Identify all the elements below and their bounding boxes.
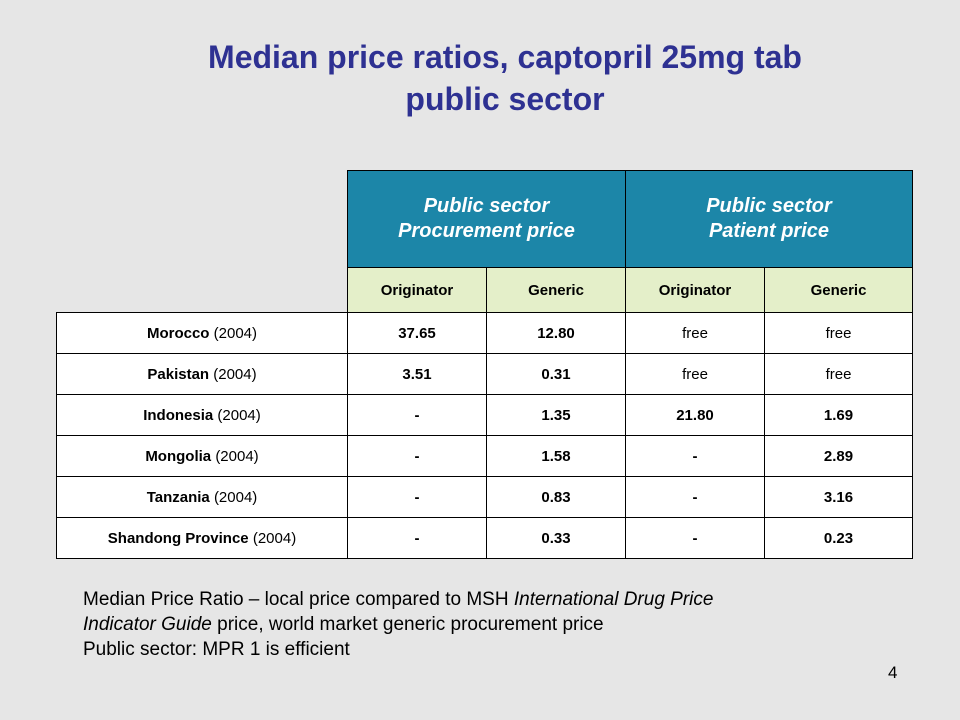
country-name: Morocco (146, 324, 210, 342)
table-body: Morocco (2004) 37.65 12.80 free free Pakistan… (56, 312, 913, 559)
value-cell: 3.16 (764, 476, 913, 518)
footnote-line1: Median Price Ratio – local price compare… (83, 587, 913, 612)
value-cell: 0.23 (764, 517, 913, 559)
table-row: Tanzania (2004) -0.83-3.16 (56, 476, 913, 518)
value-cell: 3.51 (347, 353, 487, 395)
slide-title: Median price ratios, captopril 25mg tab … (100, 36, 910, 120)
value-cell: 0.83 (486, 476, 626, 518)
table-row: Pakistan (2004) 3.51 0.31 free free (56, 353, 913, 395)
country-name: Pakistan (147, 365, 210, 383)
slide-title-line1: Median price ratios, captopril 25mg tab (208, 39, 802, 75)
value-cell: - (347, 435, 487, 477)
footnote-line2-italic: Indicator Guide (83, 614, 212, 635)
table-row: Mongolia (2004) -1.58-2.89 (56, 435, 913, 477)
country-year: (2004) (252, 529, 297, 547)
table-row: Morocco (2004) 37.65 12.80 free free (56, 312, 913, 354)
table-row: Indonesia (2004) -1.35 21.80 1.69 (56, 394, 913, 436)
subheader-originator: Originator (347, 267, 487, 313)
footnote-line3: Public sector: MPR 1 is efficient (83, 639, 350, 660)
value-cell: 21.80 (625, 394, 765, 436)
footnote-line2-text: price, world market generic procurement … (211, 614, 604, 635)
group-header-patient-line2: Patient price (708, 220, 830, 242)
country-year: (2004) (215, 447, 259, 465)
group-header-patient: Public sector Patient price (625, 170, 913, 268)
footnote: Median Price Ratio – local price compare… (83, 587, 913, 662)
subheader-originator: Originator (625, 267, 765, 313)
footnote-line2: Indicator Guide price, world market gene… (83, 612, 913, 637)
value-cell: - (347, 517, 487, 559)
value-cell: free (764, 312, 913, 354)
value-cell: 12.80 (486, 312, 626, 354)
group-header-procurement-line1: Public sector (423, 195, 550, 217)
group-header-row: Public sector Procurement price Public s… (57, 170, 913, 268)
value-cell: 37.65 (347, 312, 487, 354)
slide-title-line2: public sector (405, 81, 605, 117)
country-name: Mongolia (145, 447, 212, 465)
value-cell: 0.33 (486, 517, 626, 559)
subheader-generic: Generic (486, 267, 626, 313)
country-cell: Shandong Province (2004) (56, 517, 348, 559)
value-cell: - (347, 476, 487, 518)
group-header-procurement-line2: Procurement price (398, 220, 575, 242)
country-cell: Tanzania (2004) (56, 476, 348, 518)
price-ratio-table: Public sector Procurement price Public s… (56, 170, 913, 559)
footnote-line1-text: Median Price Ratio – local price compare… (83, 589, 514, 610)
value-cell: 1.35 (486, 394, 626, 436)
page-number: 4 (888, 663, 898, 682)
group-header-procurement: Public sector Procurement price (347, 170, 626, 268)
table-row: Shandong Province (2004) -0.33-0.23 (56, 517, 913, 559)
value-cell: free (764, 353, 913, 395)
country-name: Shandong Province (107, 529, 249, 547)
value-cell: 0.31 (486, 353, 626, 395)
header-corner-blank (57, 171, 348, 268)
value-cell: - (625, 435, 765, 477)
value-cell: 1.58 (486, 435, 626, 477)
group-header-patient-line1: Public sector (706, 195, 832, 217)
country-cell: Indonesia (2004) (56, 394, 348, 436)
country-name: Tanzania (146, 488, 210, 506)
country-year: (2004) (213, 324, 258, 342)
country-year: (2004) (217, 406, 261, 424)
footnote-line1-italic: International Drug Price (513, 589, 714, 610)
country-year: (2004) (213, 365, 257, 383)
country-cell: Mongolia (2004) (56, 435, 348, 477)
country-name: Indonesia (143, 406, 214, 424)
value-cell: 1.69 (764, 394, 913, 436)
country-cell: Pakistan (2004) (56, 353, 348, 395)
country-cell: Morocco (2004) (56, 312, 348, 354)
value-cell: 2.89 (764, 435, 913, 477)
value-cell: - (625, 476, 765, 518)
subheader-generic: Generic (764, 267, 913, 313)
subheader-corner-blank (57, 268, 348, 313)
subheader-row: Originator Generic Originator Generic (57, 267, 913, 313)
value-cell: - (625, 517, 765, 559)
value-cell: - (347, 394, 487, 436)
value-cell: free (625, 312, 765, 354)
country-year: (2004) (213, 488, 258, 506)
value-cell: free (625, 353, 765, 395)
